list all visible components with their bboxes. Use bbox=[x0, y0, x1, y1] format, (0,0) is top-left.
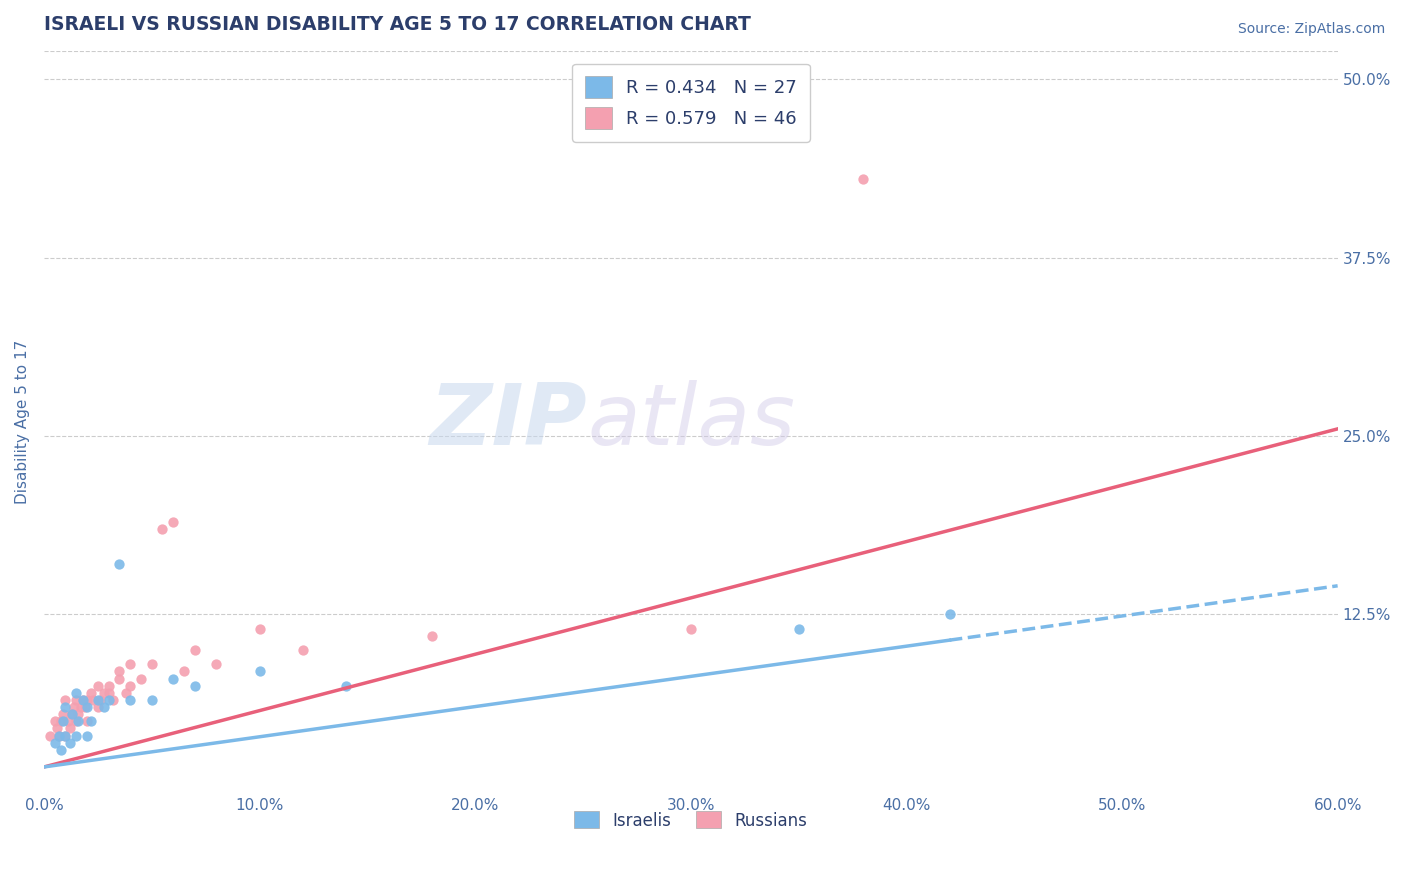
Point bbox=[97, 679, 120, 693]
Point bbox=[141, 657, 163, 672]
Point bbox=[65, 714, 87, 729]
Point bbox=[108, 665, 131, 679]
Point bbox=[249, 665, 271, 679]
Point bbox=[141, 693, 163, 707]
Point bbox=[108, 558, 131, 572]
Point bbox=[55, 729, 77, 743]
Point bbox=[87, 693, 110, 707]
Point bbox=[87, 700, 110, 714]
Point bbox=[76, 714, 98, 729]
Point bbox=[89, 693, 111, 707]
Point bbox=[82, 693, 104, 707]
Point bbox=[76, 693, 98, 707]
Point bbox=[76, 729, 98, 743]
Text: atlas: atlas bbox=[588, 380, 796, 463]
Point bbox=[114, 686, 136, 700]
Point bbox=[59, 722, 82, 736]
Point bbox=[787, 622, 810, 636]
Point bbox=[72, 693, 94, 707]
Point bbox=[49, 714, 72, 729]
Point bbox=[45, 722, 67, 736]
Point bbox=[162, 515, 184, 529]
Point bbox=[420, 629, 443, 643]
Point bbox=[60, 707, 83, 722]
Point bbox=[65, 729, 87, 743]
Point bbox=[65, 693, 87, 707]
Point bbox=[48, 729, 70, 743]
Point bbox=[56, 714, 79, 729]
Point bbox=[39, 729, 62, 743]
Point bbox=[679, 622, 702, 636]
Point bbox=[69, 700, 91, 714]
Point bbox=[93, 686, 115, 700]
Point bbox=[65, 686, 87, 700]
Point bbox=[97, 693, 120, 707]
Text: ZIP: ZIP bbox=[430, 380, 588, 463]
Point bbox=[63, 700, 86, 714]
Point bbox=[67, 714, 90, 729]
Point bbox=[93, 700, 115, 714]
Point bbox=[59, 736, 82, 750]
Point bbox=[938, 607, 960, 622]
Point bbox=[173, 665, 195, 679]
Point bbox=[52, 714, 75, 729]
Point bbox=[205, 657, 228, 672]
Point bbox=[101, 693, 124, 707]
Point bbox=[120, 679, 142, 693]
Point bbox=[184, 643, 207, 657]
Point bbox=[60, 707, 83, 722]
Point bbox=[108, 672, 131, 686]
Text: Source: ZipAtlas.com: Source: ZipAtlas.com bbox=[1237, 22, 1385, 37]
Point bbox=[49, 743, 72, 757]
Point bbox=[249, 622, 271, 636]
Point bbox=[80, 714, 103, 729]
Point bbox=[55, 693, 77, 707]
Point bbox=[80, 686, 103, 700]
Point bbox=[44, 736, 66, 750]
Point bbox=[291, 643, 314, 657]
Point bbox=[48, 729, 70, 743]
Point bbox=[44, 714, 66, 729]
Point bbox=[97, 686, 120, 700]
Point bbox=[67, 707, 90, 722]
Point bbox=[120, 693, 142, 707]
Point bbox=[184, 679, 207, 693]
Point bbox=[162, 672, 184, 686]
Legend: Israelis, Russians: Israelis, Russians bbox=[568, 805, 814, 836]
Point bbox=[55, 729, 77, 743]
Text: ISRAELI VS RUSSIAN DISABILITY AGE 5 TO 17 CORRELATION CHART: ISRAELI VS RUSSIAN DISABILITY AGE 5 TO 1… bbox=[44, 15, 751, 34]
Point bbox=[55, 700, 77, 714]
Point bbox=[852, 172, 875, 186]
Point bbox=[152, 522, 174, 536]
Point bbox=[52, 707, 75, 722]
Y-axis label: Disability Age 5 to 17: Disability Age 5 to 17 bbox=[15, 340, 30, 504]
Point bbox=[129, 672, 152, 686]
Point bbox=[76, 700, 98, 714]
Point bbox=[72, 693, 94, 707]
Point bbox=[335, 679, 357, 693]
Point bbox=[120, 657, 142, 672]
Point bbox=[73, 700, 96, 714]
Point bbox=[87, 679, 110, 693]
